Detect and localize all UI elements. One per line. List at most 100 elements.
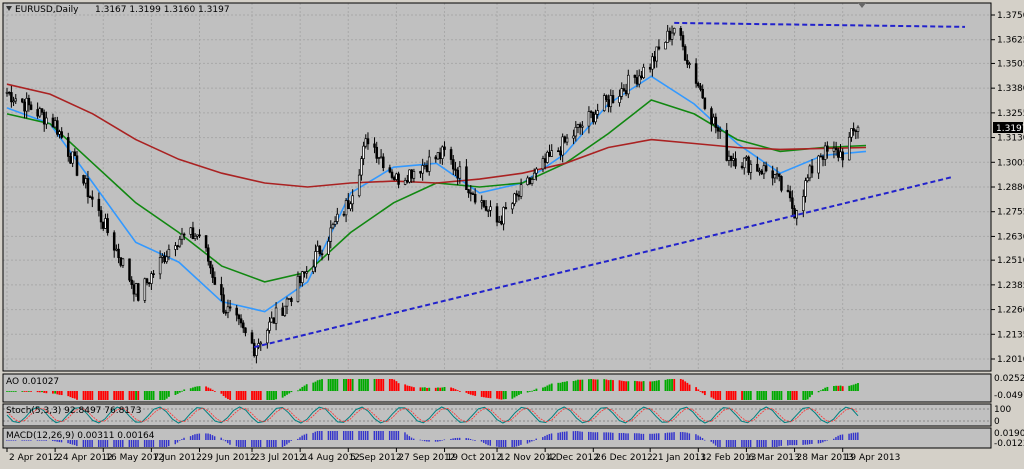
ao-bar (358, 379, 361, 391)
ao-bar (152, 391, 155, 400)
candle-bear (504, 207, 508, 210)
macd-bar (485, 440, 487, 445)
candle-bull (312, 266, 315, 273)
macd-bar (467, 438, 470, 440)
candle-bear (73, 151, 77, 157)
candle-bear (756, 163, 759, 172)
ao-bar (192, 387, 194, 391)
candle-bull (193, 235, 197, 239)
stoch-scale-top: 100 (994, 405, 1011, 415)
ao-bar (795, 391, 798, 400)
macd-bar (257, 440, 260, 447)
ao-bar (758, 391, 761, 400)
macd-bar (342, 431, 345, 440)
candle-bear (465, 166, 468, 190)
ao-bar (741, 391, 743, 400)
macd-bar (500, 440, 502, 447)
ao-bar (404, 384, 407, 391)
macd-bar (23, 440, 26, 441)
macd-bar (612, 432, 614, 440)
ao-bar (467, 391, 470, 394)
ao-bar (329, 379, 332, 391)
ao-bar (833, 385, 835, 391)
macd-bar (148, 440, 150, 447)
macd-bar (546, 434, 548, 440)
candle-bull (745, 156, 748, 159)
ao-bar (25, 391, 28, 392)
ao-bar (533, 389, 536, 391)
shift-marker-icon[interactable] (858, 3, 866, 8)
macd-bar (808, 440, 811, 445)
macd-bar (194, 434, 196, 440)
ao-bar (671, 379, 673, 391)
ao-bar (649, 381, 652, 391)
candle-bear (592, 111, 595, 123)
candle-bull (806, 177, 809, 182)
macd-bar (253, 440, 255, 447)
macd-bar (673, 432, 675, 440)
macd-bar (240, 440, 242, 447)
candle-bull (377, 157, 381, 159)
candle-bear (373, 143, 376, 148)
ao-bar (520, 391, 523, 394)
macd-bar (410, 437, 413, 440)
candle-bull (333, 221, 337, 225)
macd-bar (192, 435, 194, 440)
candles[interactable] (5, 24, 860, 364)
candle-bear (791, 197, 794, 209)
candle-bull (178, 238, 182, 247)
candle-bear (97, 198, 101, 211)
ao-bar (132, 391, 135, 400)
ao-bar (52, 391, 54, 394)
candle-bear (60, 131, 63, 138)
ao-bar (8, 391, 11, 392)
candle-bear (7, 91, 11, 94)
candle-bear (469, 192, 473, 195)
macd-bar (577, 431, 579, 440)
ao-bar (38, 391, 41, 393)
macd-bar (297, 438, 299, 440)
macd-bar (579, 431, 581, 440)
ao-bar (500, 391, 503, 400)
macd-bar (73, 440, 76, 446)
macd-bar (303, 434, 306, 440)
ao-bar (67, 391, 70, 397)
ao-bar (10, 391, 13, 392)
macd-bar (679, 432, 682, 440)
ao-bar (688, 384, 691, 391)
macd-bar (130, 440, 133, 447)
ao-bar (456, 390, 459, 391)
ao-bar (117, 391, 120, 400)
trendlines[interactable] (253, 21, 966, 349)
candle-bull (196, 234, 199, 237)
macd-bar (566, 431, 568, 440)
ao-bar (719, 391, 722, 400)
macd-bar (776, 440, 778, 447)
collapse-arrow-icon[interactable] (6, 6, 12, 11)
macd-bar (404, 432, 406, 440)
ao-bar (563, 381, 566, 391)
macd-bar (636, 433, 638, 440)
candle-bear (703, 97, 707, 109)
candle-bear (668, 30, 672, 40)
stoch-pane[interactable] (3, 404, 991, 426)
ao-bar (148, 391, 151, 400)
macd-bar (242, 440, 244, 447)
candle-bull (5, 91, 9, 94)
ao-bar (251, 391, 253, 400)
candle-bear (406, 180, 409, 183)
candle-bear (482, 200, 486, 207)
ao-bar (535, 388, 538, 391)
ao-bar (824, 387, 827, 391)
candle-bull (602, 95, 606, 111)
ao-bar (165, 391, 168, 399)
ao-bar (747, 391, 750, 400)
ao-histogram (6, 379, 859, 400)
candle-bear (99, 210, 103, 223)
candle-bull (316, 245, 319, 252)
macd-bar (747, 440, 750, 447)
candle-bull (712, 116, 715, 125)
candle-bull (856, 126, 860, 132)
